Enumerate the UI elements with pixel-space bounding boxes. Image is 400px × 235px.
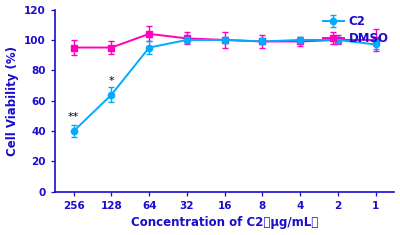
Legend: C2, DMSO: C2, DMSO — [322, 16, 388, 45]
Y-axis label: Cell Viability (%): Cell Viability (%) — [6, 46, 18, 156]
X-axis label: Concentration of C2（μg/mL）: Concentration of C2（μg/mL） — [131, 216, 318, 229]
Text: *: * — [109, 75, 114, 86]
Text: **: ** — [68, 112, 79, 122]
